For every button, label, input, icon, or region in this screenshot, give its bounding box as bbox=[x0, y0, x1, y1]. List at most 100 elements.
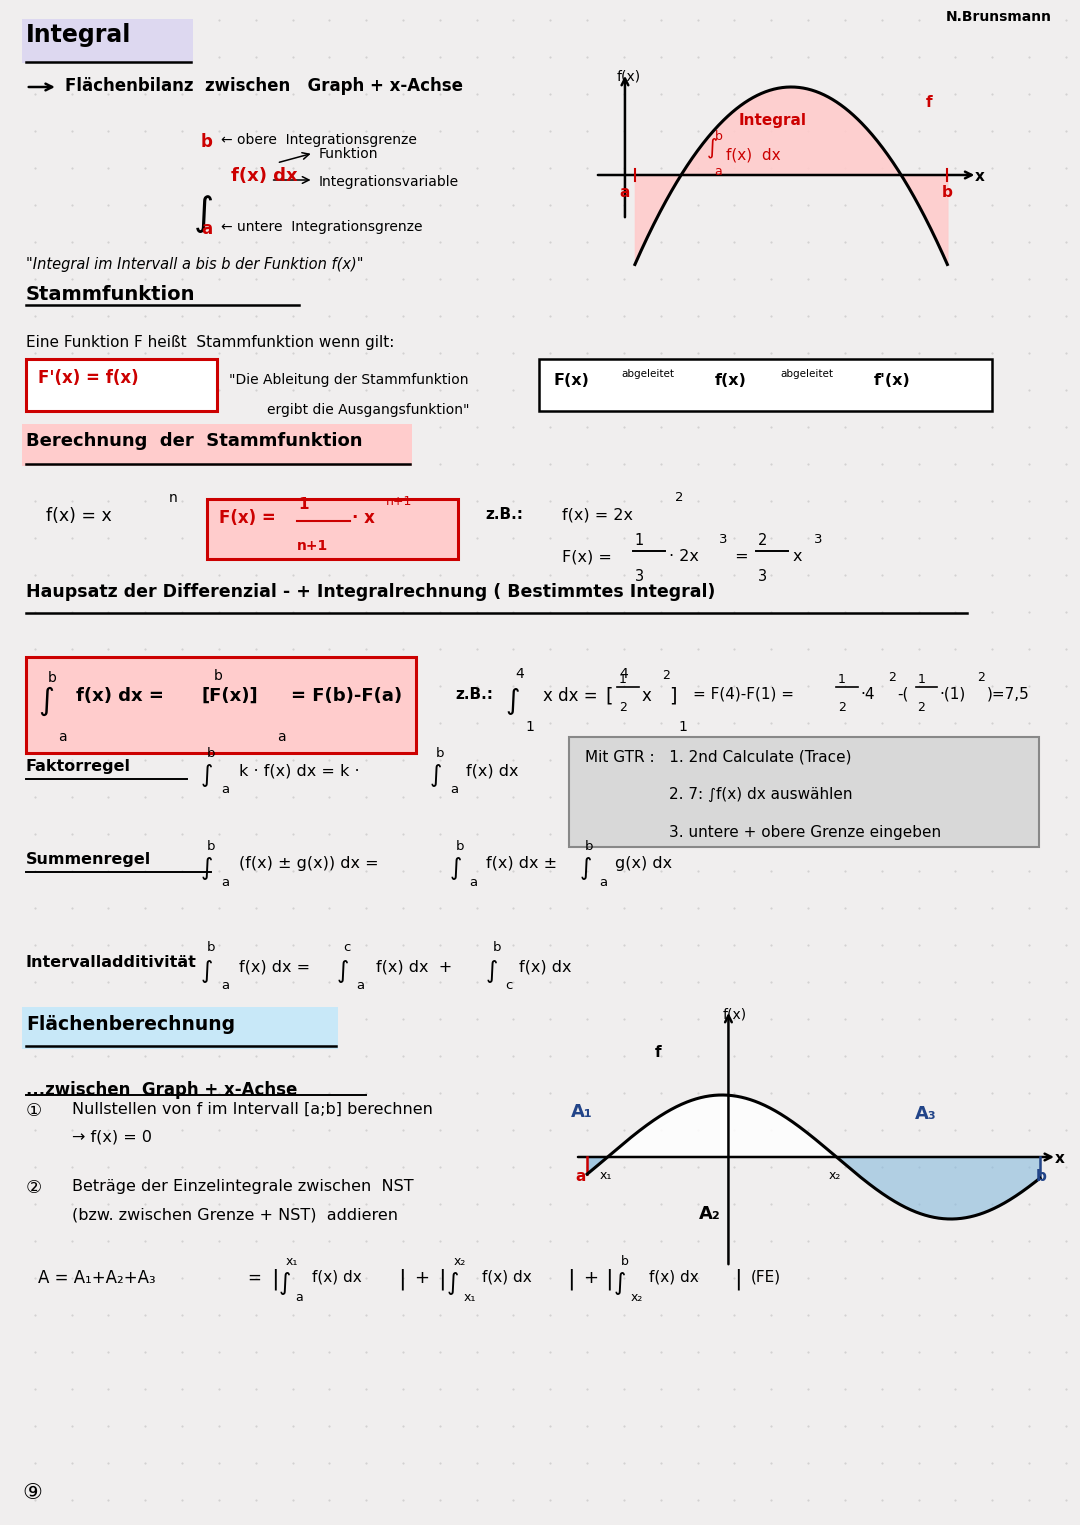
Text: ∫: ∫ bbox=[430, 762, 442, 787]
Text: 3: 3 bbox=[718, 534, 727, 546]
Text: Flächenberechnung: Flächenberechnung bbox=[26, 1016, 235, 1034]
Text: F(x): F(x) bbox=[553, 374, 590, 387]
Text: 3. untere + obere Grenze eingeben: 3. untere + obere Grenze eingeben bbox=[669, 825, 941, 840]
Text: a: a bbox=[449, 782, 458, 796]
Text: b: b bbox=[585, 840, 594, 852]
Text: |: | bbox=[437, 1269, 445, 1290]
Text: ∫: ∫ bbox=[201, 762, 213, 787]
Text: ← obere  Integrationsgrenze: ← obere Integrationsgrenze bbox=[221, 133, 417, 146]
Text: → f(x) = 0: → f(x) = 0 bbox=[71, 1130, 151, 1145]
Text: Intervalladditivität: Intervalladditivität bbox=[26, 955, 197, 970]
Text: ∫: ∫ bbox=[279, 1270, 291, 1295]
Text: Eine Funktion F heißt  Stammfunktion wenn gilt:: Eine Funktion F heißt Stammfunktion wenn… bbox=[26, 336, 394, 351]
Text: x: x bbox=[975, 169, 985, 185]
Text: 1: 1 bbox=[526, 720, 535, 734]
Text: f(x): f(x) bbox=[617, 69, 642, 82]
Text: |: | bbox=[734, 1269, 742, 1290]
Text: f: f bbox=[654, 1045, 661, 1060]
Text: x₁: x₁ bbox=[285, 1255, 298, 1267]
Text: f(x) dx =: f(x) dx = bbox=[239, 959, 315, 974]
Text: b: b bbox=[207, 840, 216, 852]
Text: 1: 1 bbox=[635, 534, 644, 547]
Text: x: x bbox=[1055, 1151, 1065, 1167]
Text: a: a bbox=[470, 875, 477, 889]
FancyBboxPatch shape bbox=[22, 18, 193, 63]
Text: b: b bbox=[1036, 1170, 1047, 1183]
Text: [: [ bbox=[605, 686, 612, 706]
Text: 2: 2 bbox=[838, 702, 846, 714]
Text: N.Brunsmann: N.Brunsmann bbox=[945, 11, 1052, 24]
Text: a: a bbox=[221, 979, 229, 991]
Text: F'(x) = f(x): F'(x) = f(x) bbox=[38, 369, 138, 387]
FancyBboxPatch shape bbox=[22, 424, 411, 467]
FancyBboxPatch shape bbox=[22, 1006, 338, 1049]
Text: b: b bbox=[207, 747, 216, 759]
Text: Integral: Integral bbox=[26, 23, 132, 47]
Text: ergibt die Ausgangsfunktion": ergibt die Ausgangsfunktion" bbox=[267, 403, 469, 416]
Text: ⑨: ⑨ bbox=[22, 1482, 42, 1504]
Text: 2: 2 bbox=[888, 671, 895, 685]
Text: ∫: ∫ bbox=[194, 195, 214, 233]
Text: -(: -( bbox=[897, 686, 909, 702]
Text: A = A₁+A₂+A₃: A = A₁+A₂+A₃ bbox=[38, 1269, 156, 1287]
Text: abgeleitet: abgeleitet bbox=[780, 369, 833, 380]
Text: = F(4)-F(1) =: = F(4)-F(1) = bbox=[692, 686, 798, 702]
Text: k · f(x) dx = k ·: k · f(x) dx = k · bbox=[239, 762, 360, 778]
Text: a: a bbox=[57, 730, 66, 744]
Text: a: a bbox=[715, 165, 723, 178]
Text: b: b bbox=[942, 185, 953, 200]
Text: a: a bbox=[296, 1292, 303, 1304]
FancyBboxPatch shape bbox=[26, 358, 217, 412]
Text: x₂: x₂ bbox=[828, 1170, 840, 1182]
Text: ]: ] bbox=[669, 686, 676, 706]
Text: a: a bbox=[576, 1170, 585, 1183]
Text: ·(1): ·(1) bbox=[940, 686, 966, 702]
Text: b: b bbox=[214, 669, 222, 683]
Text: f(x) dx: f(x) dx bbox=[231, 168, 297, 185]
Text: "Integral im Intervall a bis b der Funktion f(x)": "Integral im Intervall a bis b der Funkt… bbox=[26, 258, 363, 271]
Text: Integrationsvariable: Integrationsvariable bbox=[319, 175, 459, 189]
Text: ∫: ∫ bbox=[579, 856, 592, 880]
Text: ②: ② bbox=[26, 1179, 42, 1197]
Text: 1: 1 bbox=[298, 497, 309, 512]
Text: f(x): f(x) bbox=[715, 374, 746, 387]
Text: f(x): f(x) bbox=[723, 1006, 746, 1022]
Text: A₁: A₁ bbox=[571, 1103, 593, 1121]
Text: 1: 1 bbox=[619, 673, 626, 686]
FancyBboxPatch shape bbox=[207, 499, 458, 560]
Text: f(x) dx =: f(x) dx = bbox=[76, 686, 170, 705]
Text: 3: 3 bbox=[814, 534, 823, 546]
Text: ∫: ∫ bbox=[201, 856, 213, 880]
Text: 3: 3 bbox=[635, 569, 644, 584]
Text: [F(x)]: [F(x)] bbox=[201, 686, 258, 705]
Text: =: = bbox=[247, 1269, 260, 1287]
Text: 2: 2 bbox=[675, 491, 684, 503]
Text: 4: 4 bbox=[619, 666, 627, 682]
Text: ∫: ∫ bbox=[336, 959, 349, 984]
Text: abgeleitet: abgeleitet bbox=[621, 369, 674, 380]
Text: a: a bbox=[221, 782, 229, 796]
Text: Stammfunktion: Stammfunktion bbox=[26, 285, 195, 303]
Text: f(x) = x: f(x) = x bbox=[45, 506, 111, 525]
Text: c: c bbox=[343, 941, 351, 955]
Text: A₂: A₂ bbox=[699, 1205, 720, 1223]
Text: Summenregel: Summenregel bbox=[26, 852, 151, 868]
Text: Haupsatz der Differenzial - + Integralrechnung ( Bestimmtes Integral): Haupsatz der Differenzial - + Integralre… bbox=[26, 583, 715, 601]
Text: f(x) dx  +: f(x) dx + bbox=[376, 959, 453, 974]
Text: Beträge der Einzelintegrale zwischen  NST: Beträge der Einzelintegrale zwischen NST bbox=[71, 1179, 414, 1194]
Text: (FE): (FE) bbox=[751, 1269, 781, 1284]
Text: Faktorregel: Faktorregel bbox=[26, 759, 131, 775]
Text: ← untere  Integrationsgrenze: ← untere Integrationsgrenze bbox=[221, 220, 422, 233]
Text: a: a bbox=[619, 185, 630, 200]
Text: b: b bbox=[492, 941, 501, 955]
Text: Flächenbilanz  zwischen   Graph + x-Achse: Flächenbilanz zwischen Graph + x-Achse bbox=[65, 76, 462, 95]
Text: f(x) dx: f(x) dx bbox=[519, 959, 572, 974]
Text: Mit GTR :   1. 2nd Calculate (Trace): Mit GTR : 1. 2nd Calculate (Trace) bbox=[585, 750, 852, 766]
Text: F(x) =: F(x) = bbox=[563, 549, 618, 564]
Text: ∫: ∫ bbox=[447, 1270, 459, 1295]
Text: x: x bbox=[642, 686, 651, 705]
Text: ∫: ∫ bbox=[615, 1270, 626, 1295]
Text: 3: 3 bbox=[758, 569, 768, 584]
Text: a: a bbox=[201, 220, 212, 238]
Text: 1: 1 bbox=[678, 720, 688, 734]
